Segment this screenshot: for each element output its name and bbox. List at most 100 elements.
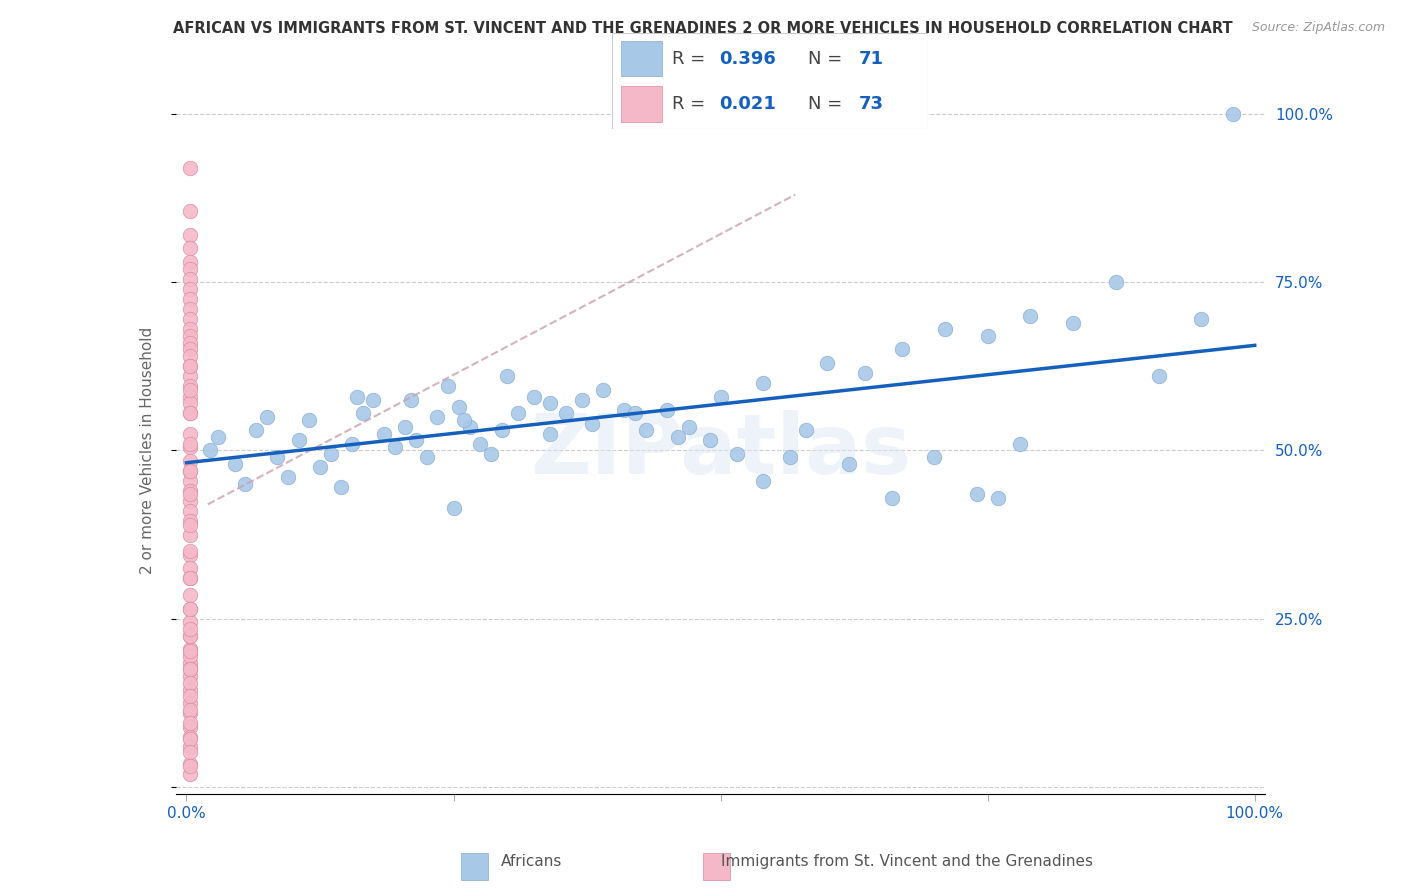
Point [179,487,201,501]
Point [179,390,201,404]
Point [479,447,502,461]
Point [373,426,395,441]
Text: Africans: Africans [501,855,562,869]
Point [179,706,201,720]
Point [330,481,353,495]
Point [394,420,416,434]
Text: 71: 71 [858,50,883,68]
Point [657,403,679,417]
Point [179,322,201,336]
Point [179,242,201,256]
Point [1222,107,1244,121]
Point [363,392,385,407]
Point [287,434,309,448]
Point [179,406,201,420]
Point [624,406,647,420]
Point [453,413,475,427]
Point [1062,316,1084,330]
Point [207,430,229,444]
Point [179,730,201,744]
Point [447,400,470,414]
Point [1008,436,1031,450]
Point [416,450,439,465]
Point [179,436,201,450]
Point [179,464,201,478]
Text: R =: R = [672,50,710,68]
Point [853,366,876,380]
Point [179,588,201,602]
Point [245,423,267,437]
Point [179,504,201,518]
Point [934,322,956,336]
Point [179,731,201,746]
Point [496,369,519,384]
Point [179,601,201,615]
Point [179,739,201,754]
Point [298,413,321,427]
Point [179,561,201,575]
Point [179,682,201,697]
Bar [621,41,662,77]
Point [179,544,201,558]
Point [179,255,201,269]
Point [179,282,201,296]
Point [179,571,201,585]
Point [571,392,593,407]
Point [922,450,945,465]
Point [470,436,492,450]
Point [179,292,201,306]
Point [987,491,1010,505]
Text: R =: R = [672,95,710,112]
Point [426,409,449,424]
Y-axis label: 2 or more Vehicles in Household: 2 or more Vehicles in Household [141,326,155,574]
Text: AFRICAN VS IMMIGRANTS FROM ST. VINCENT AND THE GRENADINES 2 OR MORE VEHICLES IN : AFRICAN VS IMMIGRANTS FROM ST. VINCENT A… [173,21,1233,36]
Point [319,447,342,461]
Point [1105,275,1128,289]
Point [309,460,332,475]
Point [779,450,801,465]
Point [179,745,201,759]
Point [352,406,374,420]
Point [179,312,201,326]
Point [179,440,201,454]
Point [179,514,201,528]
Point [179,571,201,585]
Point [179,379,201,393]
Point [179,453,201,467]
Point [179,359,201,374]
Point [405,434,427,448]
Point [179,359,201,374]
Point [752,376,775,391]
Point [179,656,201,670]
Point [506,406,529,420]
Text: Source: ZipAtlas.com: Source: ZipAtlas.com [1251,21,1385,34]
Point [699,434,721,448]
Point [179,648,201,663]
Point [966,487,988,501]
Point [554,406,576,420]
Point [523,390,546,404]
Point [491,423,513,437]
Point [179,161,201,175]
Point [179,662,201,676]
Point [179,406,201,420]
Point [838,457,860,471]
Point [634,423,657,437]
Point [179,690,201,704]
Point [224,457,246,471]
Point [179,696,201,710]
Point [179,629,201,643]
Text: 73: 73 [858,95,883,112]
Point [266,450,288,465]
Point [179,629,201,643]
Point [384,440,406,454]
Point [815,356,838,370]
Bar [461,853,488,880]
Point [1189,312,1212,326]
Text: 0.396: 0.396 [720,50,776,68]
Point [179,675,201,690]
Point [179,271,201,285]
Point [179,474,201,488]
Point [725,447,748,461]
Point [233,477,256,491]
